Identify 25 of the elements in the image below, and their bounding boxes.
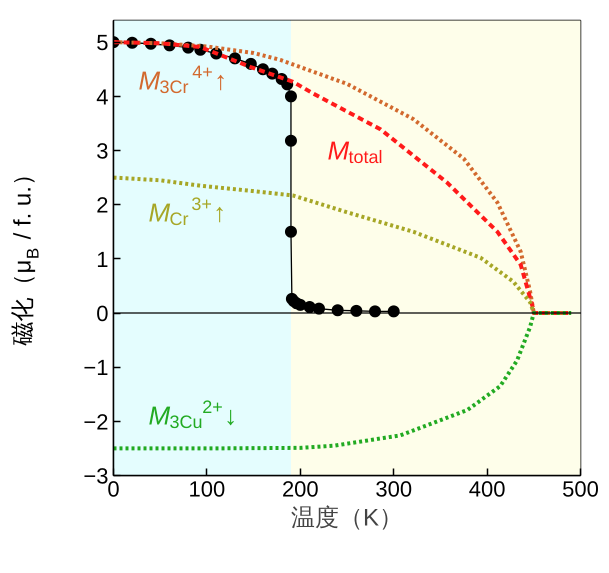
x-tick-label: 200 bbox=[282, 476, 319, 502]
point bbox=[284, 134, 297, 147]
line-series bbox=[114, 311, 574, 450]
point bbox=[284, 226, 297, 238]
point bbox=[350, 304, 362, 317]
y-tick-label: 4 bbox=[96, 84, 109, 110]
x-axis-title: 温度（K） bbox=[290, 504, 404, 532]
y-tick-label: −1 bbox=[83, 355, 109, 380]
point bbox=[284, 90, 297, 102]
x-tick-label: 100 bbox=[188, 476, 226, 502]
point bbox=[388, 305, 400, 318]
y-tick-label: 0 bbox=[96, 301, 109, 326]
y-tick-label: 1 bbox=[96, 246, 109, 272]
y-tick-label: 2 bbox=[96, 192, 109, 218]
x-tick-label: 500 bbox=[562, 476, 599, 502]
x-tick-label: 300 bbox=[375, 476, 412, 502]
point bbox=[312, 302, 325, 315]
y-tick-label: −3 bbox=[83, 464, 109, 488]
point bbox=[332, 304, 344, 316]
x-tick-label: 400 bbox=[468, 476, 506, 502]
y-axis-title: 磁化（μB / f. u.） bbox=[10, 162, 42, 346]
y-tick-label: −2 bbox=[83, 409, 109, 434]
y-tick-label: 3 bbox=[96, 138, 109, 164]
y-tick-label: 5 bbox=[96, 30, 109, 56]
point bbox=[369, 305, 382, 318]
